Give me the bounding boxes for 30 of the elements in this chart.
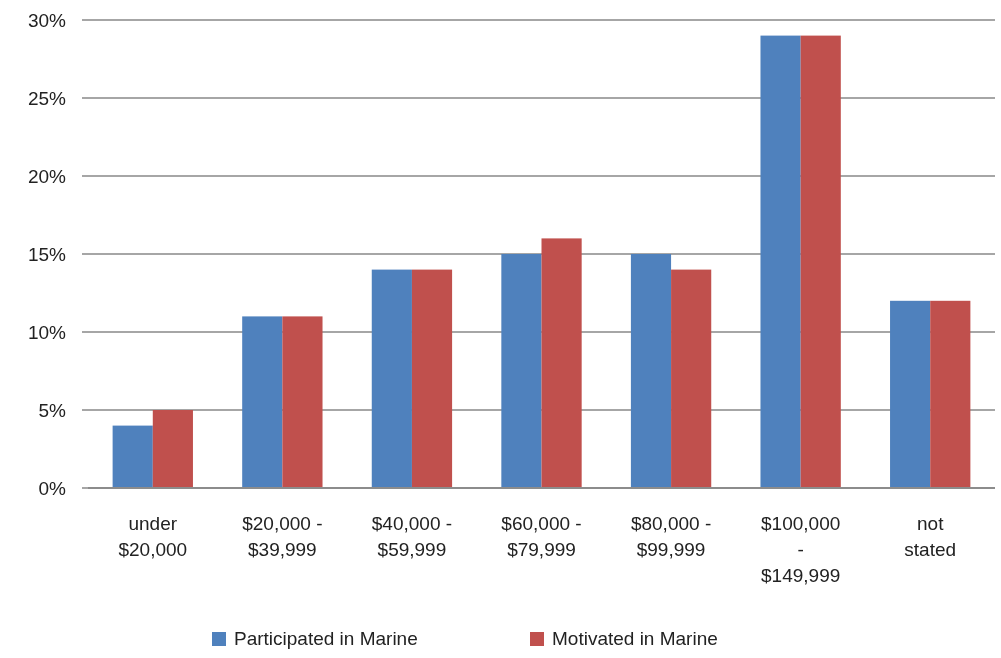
bar (501, 254, 542, 488)
bar (760, 35, 801, 488)
bar (411, 269, 453, 488)
bar (541, 238, 582, 488)
y-tick-label: 5% (38, 399, 67, 421)
y-tick-label: 20% (27, 165, 67, 187)
bar (671, 269, 712, 488)
x-tick-label: $40,000 - $59,999 (371, 513, 453, 560)
y-tick-label: 15% (27, 243, 67, 265)
x-tick-label: under $20,000 (118, 513, 188, 560)
bar (282, 316, 323, 488)
bar (890, 300, 931, 488)
legend-label: Motivated in Marine (552, 628, 718, 649)
y-tick-label: 25% (27, 87, 67, 109)
bar (930, 300, 971, 488)
x-tick-label: $100,000 - $149,999 (761, 513, 841, 586)
y-tick-label: 10% (27, 321, 67, 343)
bar (152, 410, 193, 488)
bar (112, 425, 153, 488)
x-tick-label: $80,000 - $99,999 (630, 513, 712, 560)
bar (630, 254, 672, 488)
bar (371, 269, 412, 488)
x-tick-label: $60,000 - $79,999 (501, 513, 582, 560)
y-tick-label: 0% (38, 477, 67, 499)
bar (800, 35, 841, 488)
y-tick-label: 30% (27, 9, 67, 31)
x-tick-label: $20,000 - $39,999 (242, 513, 323, 560)
x-tick-label: not stated (904, 513, 957, 560)
bar (242, 316, 283, 488)
legend-label: Participated in Marine (234, 628, 418, 649)
